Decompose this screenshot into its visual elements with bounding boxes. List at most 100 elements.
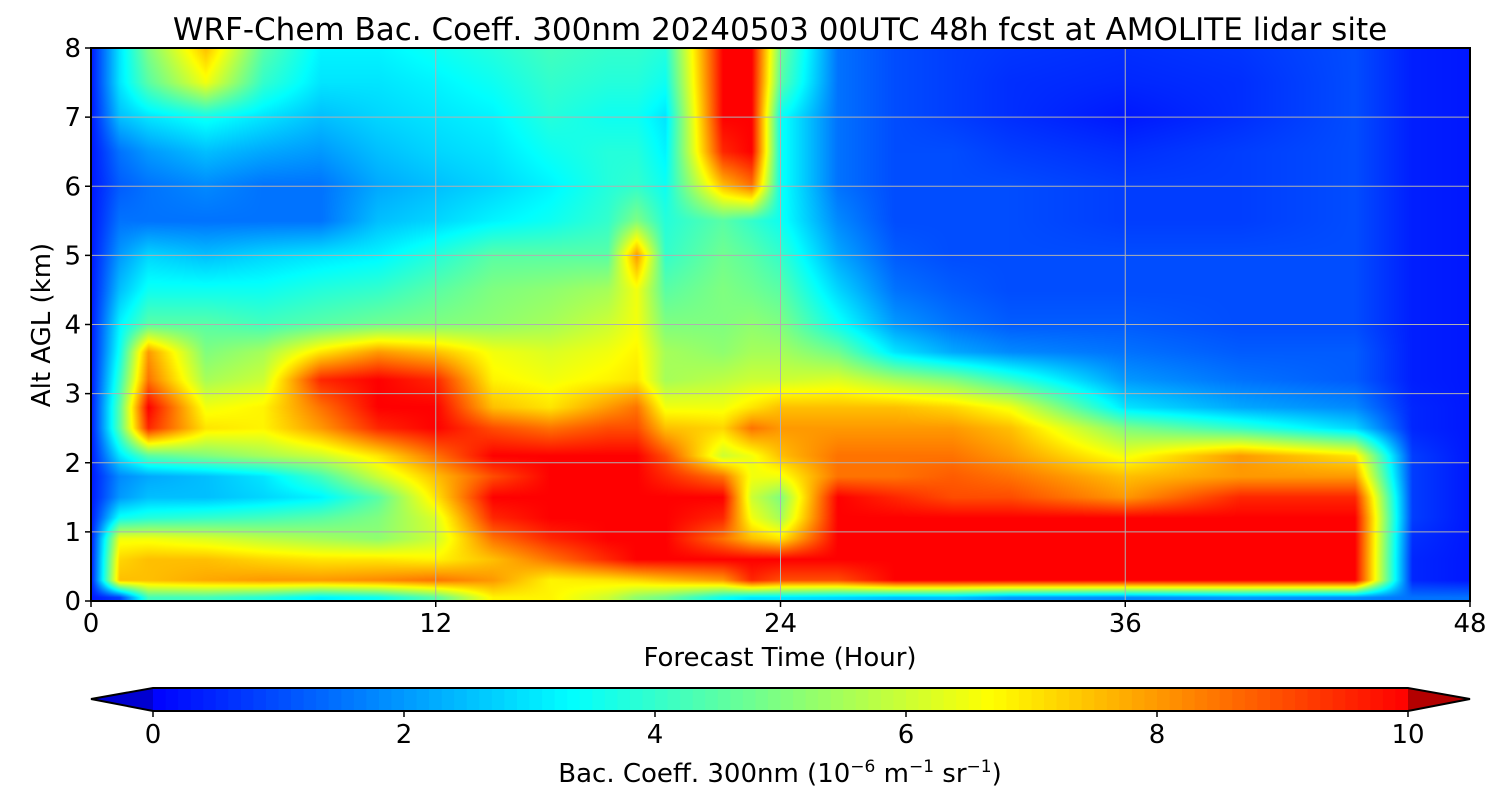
colorbar-segment — [278, 688, 292, 711]
colorbar-segment — [880, 688, 895, 711]
colorbar-segment — [830, 688, 844, 711]
colorbar-segment — [742, 688, 756, 711]
y-tick-label: 5 — [64, 241, 81, 271]
colorbar-segment — [567, 688, 581, 711]
x-tick-label: 0 — [83, 609, 100, 639]
colorbar-segment — [655, 688, 669, 711]
colorbar-segment — [504, 688, 518, 711]
colorbar-label: Bac. Coeff. 300nm (10−6 m−1 sr−1) — [558, 757, 1001, 789]
colorbar-segment — [755, 688, 769, 711]
colorbar-segment — [780, 688, 794, 711]
colorbar-segment — [805, 688, 819, 711]
colorbar-tick-label: 4 — [647, 720, 664, 750]
x-tick-label: 48 — [1453, 609, 1486, 639]
colorbar-segment — [466, 688, 480, 711]
x-tick-label: 12 — [419, 609, 452, 639]
colorbar: 0 2 4 6 8 10 Bac. Coeff. 300nm (10−6 m−1 sr−1… — [90, 687, 1471, 789]
colorbar-segment — [1232, 688, 1246, 711]
colorbar-segment — [1307, 688, 1321, 711]
colorbar-tick-label: 6 — [898, 720, 915, 750]
colorbar-segment — [968, 688, 982, 711]
colorbar-segment — [1119, 688, 1133, 711]
colorbar-extend-max — [1408, 688, 1470, 711]
colorbar-segment — [918, 688, 932, 711]
colorbar-segment — [1069, 688, 1083, 711]
colorbar-segment — [1194, 688, 1208, 711]
colorbar-segment — [479, 688, 493, 711]
colorbar-segment — [692, 688, 706, 711]
y-tick-label: 6 — [64, 172, 81, 202]
colorbar-segment — [1081, 688, 1095, 711]
colorbar-segment — [767, 688, 782, 711]
colorbar-segment — [906, 688, 920, 711]
colorbar-segment — [1320, 688, 1334, 711]
colorbar-segment — [491, 688, 505, 711]
colorbar-segment — [943, 688, 957, 711]
colorbar-segment — [165, 688, 179, 711]
colorbar-segment — [667, 688, 681, 711]
colorbar-segment — [1106, 688, 1120, 711]
colorbar-segment — [190, 688, 204, 711]
y-tick-label: 7 — [64, 103, 81, 133]
colorbar-segment — [1157, 688, 1171, 711]
colorbar-segment — [1219, 688, 1233, 711]
colorbar-segment — [341, 688, 355, 711]
colorbar-segment — [303, 688, 317, 711]
colorbar-segment — [993, 688, 1007, 711]
colorbar-segment — [542, 688, 556, 711]
colorbar-segment — [617, 688, 631, 711]
colorbar-segment — [1006, 688, 1020, 711]
colorbar-segment — [1257, 688, 1271, 711]
colorbar-segment — [1345, 688, 1359, 711]
colorbar-segment — [855, 688, 869, 711]
colorbar-segment — [203, 688, 217, 711]
colorbar-segment — [1282, 688, 1296, 711]
colorbar-segment — [366, 688, 380, 711]
colorbar-segment — [554, 688, 568, 711]
y-tick-label: 4 — [64, 311, 81, 341]
x-tick-label: 36 — [1109, 609, 1142, 639]
colorbar-segment — [429, 688, 443, 711]
colorbar-segment — [579, 688, 593, 711]
y-tick-label: 2 — [64, 449, 81, 479]
colorbar-segment — [1357, 688, 1371, 711]
colorbar-segment — [416, 688, 430, 711]
colorbar-tick-label: 2 — [396, 720, 413, 750]
colorbar-segment — [316, 688, 330, 711]
colorbar-segment — [1269, 688, 1284, 711]
colorbar-segment — [404, 688, 418, 711]
colorbar-segment — [1131, 688, 1146, 711]
colorbar-segment — [893, 688, 907, 711]
colorbar-segment — [253, 688, 267, 711]
colorbar-segment — [378, 688, 393, 711]
colorbar-segment — [441, 688, 455, 711]
colorbar-segment — [1382, 688, 1397, 711]
colorbar-segment — [592, 688, 606, 711]
x-axis-label: Forecast Time (Hour) — [643, 643, 916, 673]
colorbar-segment — [1395, 688, 1409, 711]
colorbar-segment — [629, 688, 644, 711]
colorbar-segment — [240, 688, 254, 711]
colorbar-segment — [454, 688, 468, 711]
colorbar-segment — [604, 688, 618, 711]
x-axis: 0 12 24 36 48 — [83, 601, 1487, 639]
colorbar-segment — [1056, 688, 1070, 711]
colorbar-segment — [1182, 688, 1196, 711]
colorbar-segment — [1031, 688, 1045, 711]
colorbar-segment — [328, 688, 342, 711]
colorbar-segment — [353, 688, 367, 711]
colorbar-segment — [956, 688, 970, 711]
colorbar-tick-label: 8 — [1149, 720, 1166, 750]
colorbar-gradient — [153, 688, 1409, 711]
colorbar-segment — [228, 688, 242, 711]
colorbar-segment — [1018, 688, 1033, 711]
colorbar-tick-label: 0 — [145, 720, 162, 750]
y-tick-label: 0 — [64, 587, 81, 617]
x-tick-label: 24 — [764, 609, 797, 639]
y-tick-label: 8 — [64, 34, 81, 64]
colorbar-segment — [1370, 688, 1384, 711]
colorbar-segment — [680, 688, 694, 711]
colorbar-segment — [717, 688, 731, 711]
y-tick-label: 3 — [64, 380, 81, 410]
